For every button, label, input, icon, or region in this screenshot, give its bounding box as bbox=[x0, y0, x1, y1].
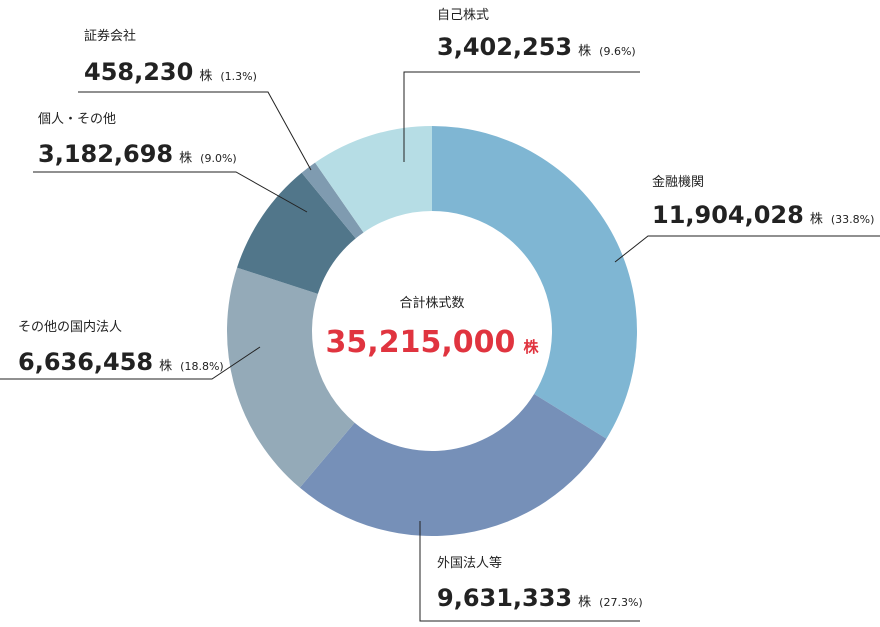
donut-slice-5 bbox=[315, 126, 432, 233]
slice-name-4: 証券会社 bbox=[84, 28, 136, 44]
slice-name-0: 金融機関 bbox=[652, 174, 704, 190]
center-total-value: 35,215,000 bbox=[326, 325, 516, 360]
slice-value-2: 6,636,458 株 (18.8%) bbox=[18, 348, 224, 376]
slice-label-0: 金融機関 11,904,028 株 (33.8%) bbox=[614, 174, 880, 263]
leader-line-0 bbox=[614, 235, 880, 263]
center-total: 35,215,000 株 bbox=[326, 325, 540, 360]
slice-labels: 金融機関 11,904,028 株 (33.8%) 外国法人等 9,631,333 株 (27… bbox=[0, 8, 880, 622]
slice-name-5: 自己株式 bbox=[437, 8, 489, 23]
center-title: 合計株式数 bbox=[399, 295, 464, 311]
slice-label-3: 個人・その他 3,182,698 株 (9.0%) bbox=[33, 112, 308, 213]
slice-value-0: 11,904,028 株 (33.8%) bbox=[652, 201, 874, 229]
slice-name-3: 個人・その他 bbox=[38, 112, 116, 127]
slice-value-5: 3,402,253 株 (9.6%) bbox=[437, 33, 636, 61]
donut-slices bbox=[226, 126, 637, 536]
center-label: 合計株式数 35,215,000 株 bbox=[326, 295, 540, 360]
donut-slice-1 bbox=[299, 394, 607, 536]
slice-label-2: その他の国内法人 6,636,458 株 (18.8%) bbox=[0, 319, 261, 380]
donut-slice-3 bbox=[237, 172, 356, 294]
donut-slice-0 bbox=[432, 126, 637, 439]
leader-line-1 bbox=[419, 521, 640, 622]
slice-value-3: 3,182,698 株 (9.0%) bbox=[38, 140, 237, 168]
slice-name-2: その他の国内法人 bbox=[18, 319, 122, 335]
slice-label-4: 証券会社 458,230 株 (1.3%) bbox=[78, 28, 312, 171]
leader-line-2 bbox=[0, 346, 261, 380]
slice-value-4: 458,230 株 (1.3%) bbox=[84, 58, 257, 86]
leader-line-5 bbox=[403, 71, 640, 162]
donut-slice-4 bbox=[301, 162, 364, 239]
slice-label-5: 自己株式 3,402,253 株 (9.6%) bbox=[403, 8, 640, 162]
leader-line-4 bbox=[78, 91, 312, 171]
slice-name-1: 外国法人等 bbox=[437, 555, 502, 571]
slice-label-1: 外国法人等 9,631,333 株 (27.3%) bbox=[419, 521, 643, 622]
leader-line-3 bbox=[33, 171, 308, 213]
center-total-unit: 株 bbox=[523, 338, 539, 356]
donut-slice-2 bbox=[226, 267, 355, 488]
slice-value-1: 9,631,333 株 (27.3%) bbox=[437, 584, 643, 612]
